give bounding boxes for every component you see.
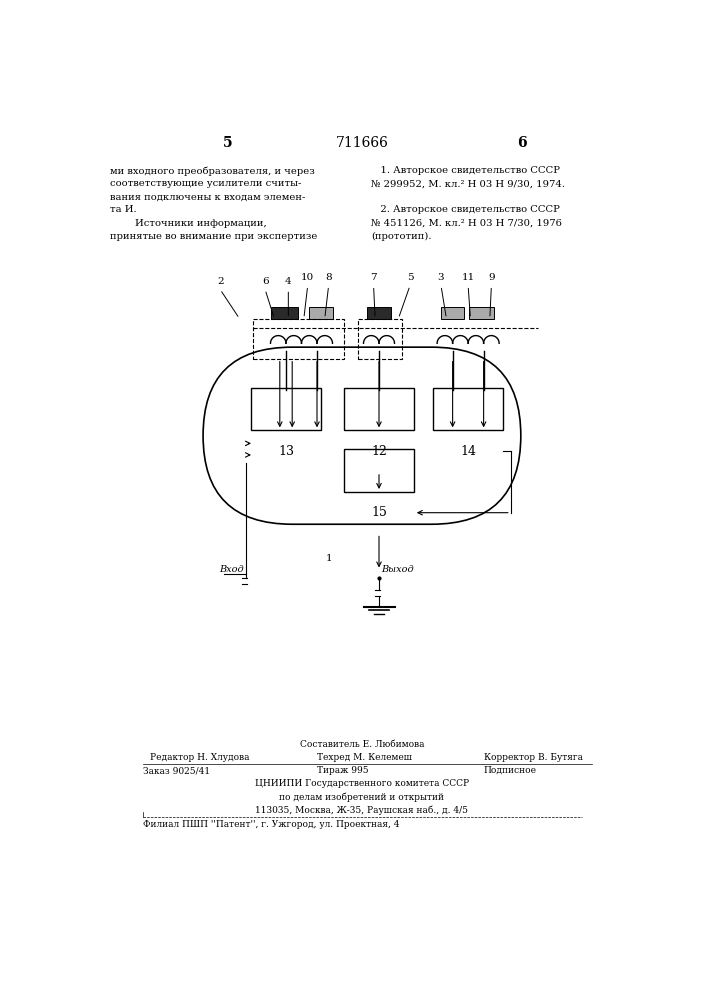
- Bar: [441, 307, 464, 319]
- Text: Источники информации,: Источники информации,: [110, 219, 267, 228]
- Bar: [271, 307, 298, 319]
- Text: Вход: Вход: [220, 565, 244, 574]
- Text: 13: 13: [278, 445, 294, 458]
- Bar: [251, 388, 321, 430]
- Text: по делам изобретений и открытий: по делам изобретений и открытий: [279, 792, 445, 802]
- Text: 1: 1: [325, 554, 332, 563]
- Text: 2: 2: [217, 277, 223, 286]
- Bar: [367, 307, 392, 319]
- Text: 8: 8: [325, 273, 332, 282]
- Text: соответствующие усилители считы-: соответствующие усилители считы-: [110, 179, 301, 188]
- Bar: [358, 319, 402, 359]
- Bar: [253, 319, 344, 359]
- Text: 4: 4: [285, 277, 292, 286]
- Text: 12: 12: [371, 445, 387, 458]
- Text: 711666: 711666: [336, 136, 388, 150]
- Text: Составитель Е. Любимова: Составитель Е. Любимова: [300, 740, 424, 749]
- Text: та И.: та И.: [110, 205, 136, 214]
- Text: Техред М. Келемеш: Техред М. Келемеш: [317, 753, 412, 762]
- Text: 9: 9: [488, 273, 495, 282]
- Text: 7: 7: [370, 273, 377, 282]
- Text: Филиал ПШП ''Патент'', г. Ужгород, ул. Проектная, 4: Филиал ПШП ''Патент'', г. Ужгород, ул. П…: [143, 820, 399, 829]
- Text: принятые во внимание при экспертизе: принятые во внимание при экспертизе: [110, 232, 317, 241]
- Text: ми входного преобразователя, и через: ми входного преобразователя, и через: [110, 166, 315, 176]
- Text: 11: 11: [462, 273, 474, 282]
- Text: Заказ 9025/41: Заказ 9025/41: [143, 766, 210, 775]
- Text: Редактор Н. Хлудова: Редактор Н. Хлудова: [151, 753, 250, 762]
- Text: 6: 6: [518, 136, 527, 150]
- Text: № 451126, М. кл.² Н 03 Н 7/30, 1976: № 451126, М. кл.² Н 03 Н 7/30, 1976: [371, 219, 562, 228]
- Text: вания подключены к входам элемен-: вания подключены к входам элемен-: [110, 192, 305, 201]
- Text: 10: 10: [301, 273, 315, 282]
- Bar: [344, 449, 414, 492]
- Text: Корректор В. Бутяга: Корректор В. Бутяга: [484, 753, 583, 762]
- Text: 113035, Москва, Ж-35, Раушская наб., д. 4/5: 113035, Москва, Ж-35, Раушская наб., д. …: [255, 805, 469, 815]
- Text: ЦНИИПИ Государственного комитета СССР: ЦНИИПИ Государственного комитета СССР: [255, 779, 469, 788]
- Text: (прототип).: (прототип).: [371, 232, 432, 241]
- Text: Подписное: Подписное: [484, 766, 537, 775]
- Text: 14: 14: [460, 445, 476, 458]
- Text: 15: 15: [371, 506, 387, 519]
- Bar: [309, 307, 332, 319]
- Text: 5: 5: [407, 273, 414, 282]
- Bar: [433, 388, 503, 430]
- Text: 6: 6: [262, 277, 269, 286]
- Text: 2. Авторское свидетельство СССР: 2. Авторское свидетельство СССР: [371, 205, 560, 214]
- Text: Выход: Выход: [381, 565, 414, 574]
- Text: 3: 3: [438, 273, 444, 282]
- Text: Тираж 995: Тираж 995: [317, 766, 368, 775]
- Text: 5: 5: [223, 136, 233, 150]
- Bar: [344, 388, 414, 430]
- Text: 1. Авторское свидетельство СССР: 1. Авторское свидетельство СССР: [371, 166, 560, 175]
- Text: № 299952, М. кл.² Н 03 Н 9/30, 1974.: № 299952, М. кл.² Н 03 Н 9/30, 1974.: [371, 179, 566, 188]
- Bar: [469, 307, 493, 319]
